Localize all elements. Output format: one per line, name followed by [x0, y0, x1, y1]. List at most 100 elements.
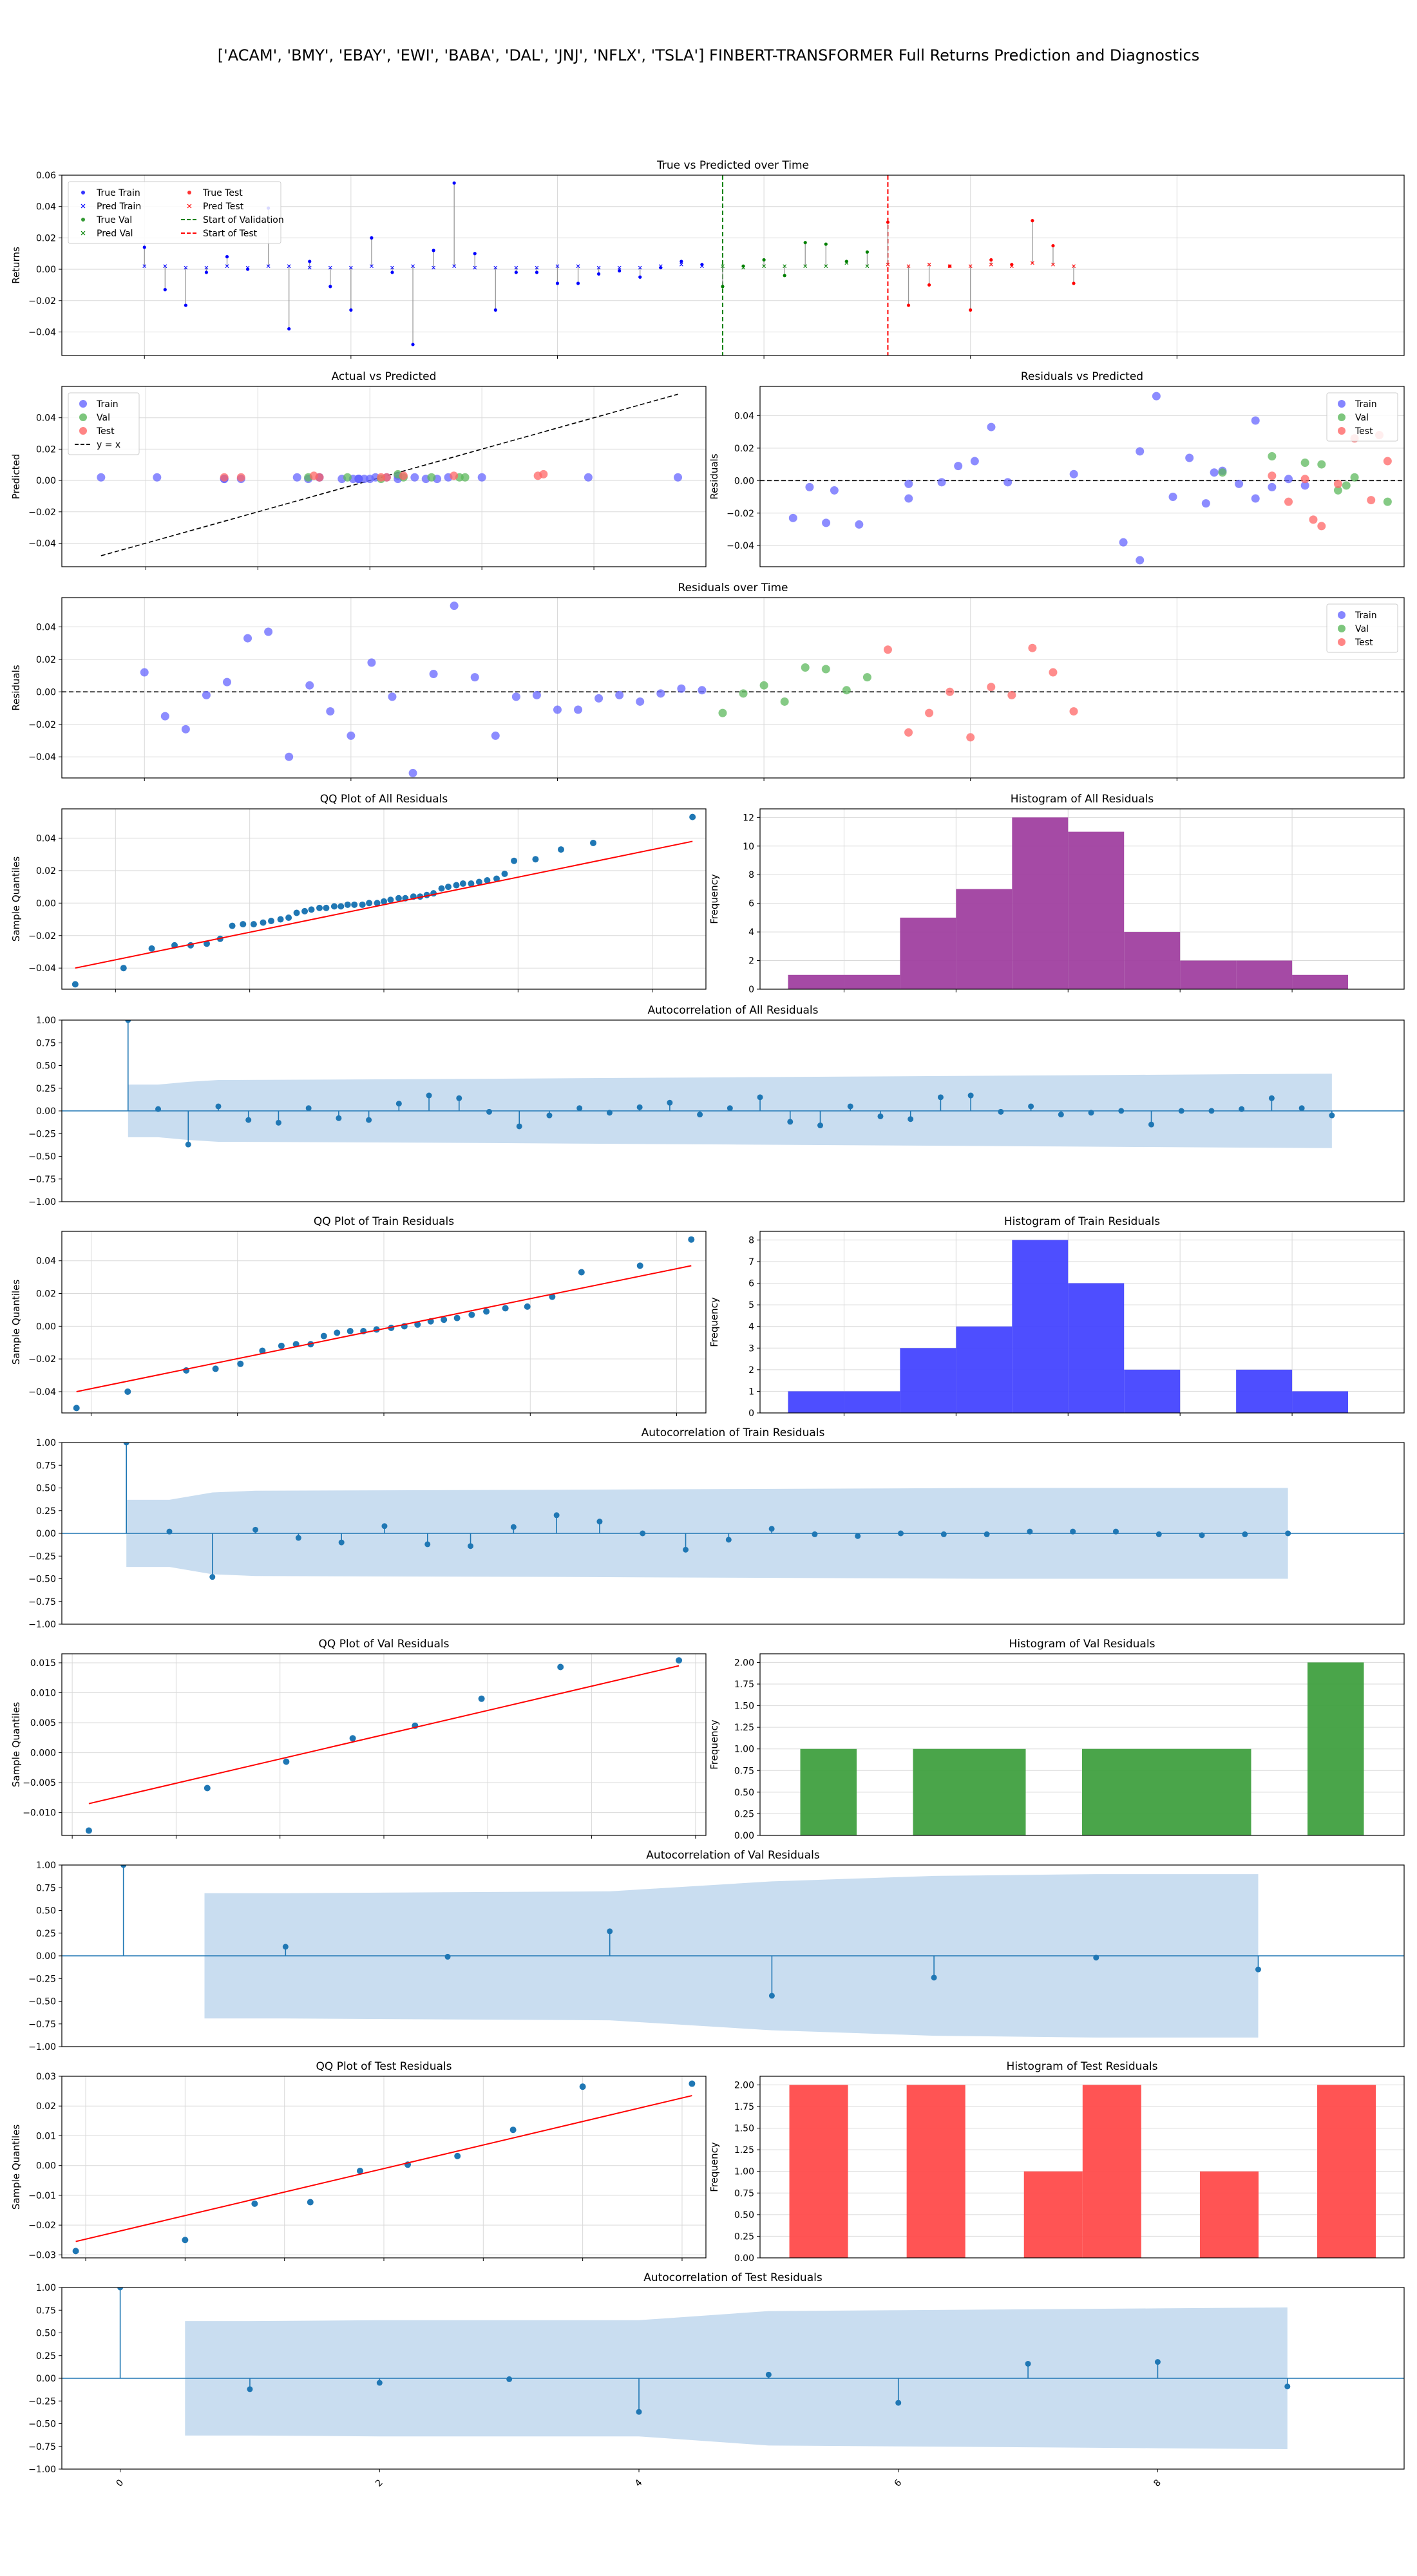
legend: True Train Pred Train True Val Pred Val True… — [68, 181, 284, 244]
data-point — [1218, 468, 1227, 477]
acf-marker — [1093, 1955, 1099, 1961]
acf-marker — [456, 1095, 462, 1101]
acf-marker — [252, 1526, 259, 1533]
axes-frame — [61, 808, 707, 990]
acf-marker — [1155, 1531, 1162, 1537]
histogram-bar — [1199, 2171, 1259, 2258]
data-point — [689, 813, 696, 820]
plot-area — [62, 386, 706, 567]
legend-label: y = x — [97, 440, 120, 450]
data-point — [347, 731, 356, 740]
histogram-bar — [800, 1748, 857, 1835]
plot-area — [760, 809, 1404, 989]
point-true — [906, 303, 911, 307]
point-pred — [204, 265, 209, 270]
panel-acf-all: Autocorrelation of All Residuals −1.00 −0.… — [28, 1004, 1405, 1208]
acf-marker — [516, 1123, 522, 1130]
data-point — [478, 1695, 485, 1702]
histogram-bar — [956, 1326, 1013, 1413]
data-point — [334, 1329, 341, 1336]
acf-marker — [1112, 1528, 1119, 1535]
acf-marker — [787, 1119, 794, 1125]
acf-marker — [877, 1113, 884, 1119]
y-tick-label: 12 — [743, 813, 754, 823]
acf-marker — [468, 1543, 474, 1549]
data-point — [574, 705, 583, 714]
legend-label: Test — [1355, 426, 1373, 437]
data-point — [1383, 497, 1392, 506]
figure-title: ['ACAM', 'BMY', 'EBAY', 'EWI', 'BABA', '… — [217, 46, 1200, 64]
acf-marker — [366, 1117, 372, 1123]
data-point — [788, 513, 797, 522]
panel-hist-val: Histogram of Val Residuals Frequency 0.00 0… — [708, 1638, 1405, 1841]
data-point — [323, 904, 330, 911]
point-true — [1072, 281, 1076, 285]
y-tick-label: 1.75 — [734, 1680, 754, 1690]
y-tick-label: 0.50 — [36, 1906, 56, 1917]
point-pred — [596, 265, 601, 270]
data-point — [855, 520, 864, 529]
data-point — [904, 728, 913, 737]
point-pred — [617, 265, 622, 270]
data-point — [73, 1405, 80, 1412]
point-true — [762, 258, 766, 262]
y-tick-label: −0.04 — [28, 327, 56, 337]
acf-marker — [1027, 1528, 1033, 1535]
y-tick-label: 0.04 — [36, 1256, 56, 1267]
data-point — [250, 921, 257, 928]
acf-marker — [768, 1526, 775, 1532]
y-tick-label: 0.005 — [30, 1718, 56, 1728]
acf-marker — [305, 1105, 312, 1112]
acf-marker — [426, 1092, 432, 1099]
data-point — [410, 473, 419, 482]
y-tick-label: −0.75 — [28, 2442, 56, 2452]
point-pred — [741, 265, 745, 270]
point-pred — [824, 264, 828, 269]
y-tick-label: 1.00 — [36, 2283, 56, 2293]
point-pred — [968, 264, 973, 269]
legend-label: True Train — [96, 188, 140, 198]
data-point — [320, 1332, 327, 1340]
legend: Train Val Test — [1326, 392, 1398, 442]
data-point — [85, 1827, 92, 1834]
data-point — [501, 870, 508, 877]
y-tick-label: 8 — [748, 870, 754, 880]
point-pred — [432, 265, 435, 270]
y-tick-label: 0.50 — [36, 1061, 56, 1072]
acf-marker — [506, 2376, 513, 2382]
point-pred — [700, 264, 704, 269]
data-point — [801, 663, 810, 672]
data-point — [351, 901, 358, 908]
acf-marker — [667, 1099, 673, 1106]
acf-marker — [1070, 1528, 1076, 1535]
point-pred — [803, 264, 808, 269]
y-tick-label: 0.04 — [36, 413, 56, 424]
data-point — [656, 689, 665, 698]
chart-title: Histogram of Train Residuals — [1004, 1215, 1160, 1228]
panel-hist-train: Histogram of Train Residuals Frequency 0 1 2… — [708, 1215, 1405, 1419]
point-pred — [865, 264, 870, 269]
data-point — [477, 473, 486, 482]
y-tick-label: 2 — [748, 1365, 754, 1376]
acf-marker — [817, 1122, 824, 1129]
data-point — [97, 473, 106, 482]
panel-actual-vs-predicted: Actual vs Predicted Predicted −0.04 −0.02 0.… — [10, 370, 707, 570]
data-point — [483, 1308, 490, 1315]
data-point — [438, 885, 445, 892]
data-point — [450, 601, 459, 611]
data-point — [557, 1663, 564, 1671]
y-tick-label: 0.75 — [36, 1461, 56, 1471]
chart-title: Autocorrelation of Train Residuals — [642, 1426, 825, 1439]
y-tick-label: −0.25 — [28, 1551, 56, 1562]
y-tick-label: 0.00 — [36, 1529, 56, 1539]
point-pred — [721, 264, 725, 269]
data-point — [120, 965, 127, 972]
acf-marker — [381, 1523, 388, 1530]
panel-timeline: True vs Predicted over Time Returns −0.04 −… — [10, 159, 1405, 359]
point-pred — [555, 264, 560, 269]
point-true — [638, 275, 642, 279]
y-tick-label: 1.00 — [36, 1016, 56, 1026]
acf-marker — [967, 1092, 974, 1099]
y-tick-label: 0.75 — [734, 2188, 754, 2199]
data-point — [307, 2199, 314, 2206]
